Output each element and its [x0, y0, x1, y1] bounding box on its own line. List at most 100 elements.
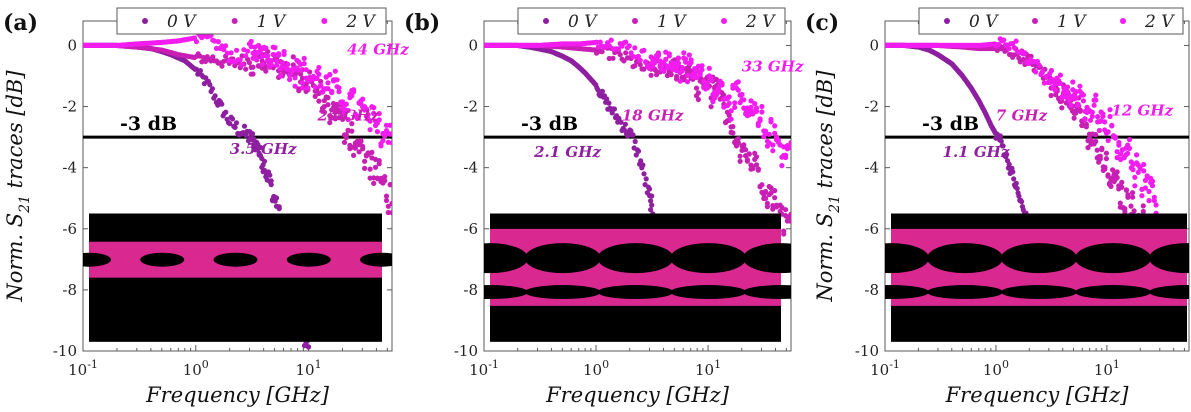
legend: 0 V 1 V 2 V: [517, 7, 786, 35]
data-point: [610, 55, 616, 61]
data-point: [1149, 183, 1156, 189]
data-point: [1107, 107, 1113, 113]
data-point: [387, 122, 392, 128]
data-point: [273, 195, 280, 201]
data-point: [735, 79, 741, 85]
data-point: [1146, 188, 1152, 195]
data-point: [219, 63, 225, 69]
data-point: [336, 89, 342, 95]
data-point: [632, 138, 638, 145]
data-point: [329, 90, 335, 96]
data-point: [1059, 105, 1065, 111]
data-point: [349, 121, 355, 127]
data-point: [741, 142, 747, 148]
data-point: [299, 80, 305, 86]
data-point: [623, 39, 629, 45]
legend-box: [116, 7, 387, 35]
data-point: [706, 65, 712, 71]
data-point: [1099, 145, 1105, 151]
data-point: [1110, 167, 1116, 173]
eye-opening: [1149, 285, 1189, 300]
data-point: [735, 87, 741, 93]
data-point: [279, 60, 285, 66]
data-point: [595, 87, 601, 93]
data-point: [239, 62, 245, 68]
data-point: [1075, 101, 1081, 107]
eye-opening: [286, 252, 331, 267]
data-point: [259, 61, 265, 67]
data-point: [788, 140, 791, 146]
y-tick-label: -2: [463, 98, 478, 116]
data-point: [380, 138, 386, 144]
y-tick-label: 0: [468, 36, 478, 54]
data-point: [643, 176, 649, 182]
data-point: [1097, 153, 1103, 159]
legend-entry-label: 1 V: [1057, 12, 1087, 32]
data-point: [356, 149, 362, 155]
data-point: [998, 138, 1004, 144]
data-point: [648, 198, 654, 204]
legend-entry-label: 1 V: [257, 12, 287, 32]
data-point: [1112, 134, 1118, 140]
data-point: [1108, 183, 1114, 189]
data-point: [1093, 92, 1099, 98]
data-point: [655, 53, 662, 59]
data-point: [1071, 115, 1077, 121]
data-point: [227, 121, 233, 127]
data-point: [621, 127, 627, 133]
data-point: [737, 153, 743, 159]
data-point: [1073, 95, 1079, 101]
data-point: [726, 94, 732, 100]
data-point: [1125, 194, 1131, 200]
data-point: [325, 86, 331, 92]
data-point: [303, 67, 309, 73]
frequency-annotation: 1.1 GHz: [943, 143, 1010, 161]
data-point: [675, 55, 682, 61]
data-point: [312, 84, 318, 90]
y-tick-label: -2: [62, 98, 77, 116]
data-point: [232, 124, 238, 130]
data-point: [688, 57, 694, 63]
data-point: [663, 56, 669, 63]
data-point: [779, 163, 785, 169]
x-tick-label: 10-1: [469, 358, 499, 379]
data-point: [599, 88, 606, 94]
y-axis-label: Norm. S21 traces [dB]: [813, 70, 843, 303]
data-point: [290, 54, 296, 60]
data-point: [748, 104, 754, 110]
data-point: [746, 151, 752, 157]
data-point: [635, 53, 642, 59]
threshold-label: -3 dB: [120, 113, 177, 135]
eye-opening: [927, 285, 1003, 300]
data-point: [254, 56, 260, 62]
x-tick-label: 101: [295, 358, 321, 379]
data-point: [327, 120, 333, 126]
data-point: [1140, 203, 1146, 209]
eye-opening: [597, 285, 674, 300]
eye-opening: [1149, 243, 1189, 274]
data-point: [632, 63, 638, 69]
data-point: [704, 80, 711, 86]
data-point: [1119, 179, 1125, 185]
data-point: [684, 72, 691, 78]
data-point: [1013, 38, 1019, 44]
data-point: [764, 204, 771, 210]
data-point: [1141, 168, 1147, 174]
data-point: [1052, 87, 1058, 93]
data-point: [1107, 113, 1113, 120]
data-point: [265, 53, 271, 59]
eye-opening: [484, 285, 528, 300]
data-point: [633, 152, 639, 158]
eye-opening: [670, 243, 747, 274]
data-point: [686, 52, 692, 58]
data-point: [1132, 183, 1138, 189]
threshold-label: -3 dB: [922, 113, 979, 135]
data-point: [312, 93, 318, 99]
data-point: [243, 53, 249, 59]
data-point: [1117, 200, 1123, 206]
data-point: [316, 64, 322, 71]
data-point: [728, 108, 734, 114]
frequency-annotation: 7 GHz: [996, 106, 1048, 124]
data-point: [362, 165, 368, 171]
